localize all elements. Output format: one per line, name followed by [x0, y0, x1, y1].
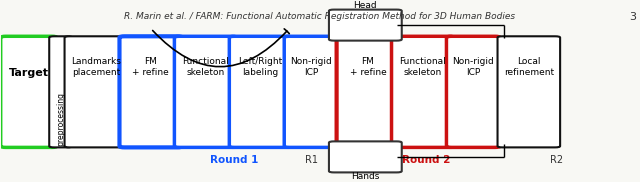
Text: Functional
skeleton: Functional skeleton	[182, 57, 229, 77]
FancyBboxPatch shape	[49, 36, 72, 147]
Text: Non-rigid
ICP: Non-rigid ICP	[290, 57, 332, 77]
Text: Target: Target	[9, 68, 49, 78]
Text: Round 2: Round 2	[402, 155, 450, 165]
Text: Hands: Hands	[351, 172, 380, 181]
FancyBboxPatch shape	[329, 141, 402, 172]
FancyBboxPatch shape	[497, 36, 560, 147]
Text: FM
+ refine: FM + refine	[132, 57, 169, 77]
FancyBboxPatch shape	[1, 36, 57, 147]
Text: Non-rigid
ICP: Non-rigid ICP	[452, 57, 494, 77]
Text: Head: Head	[353, 1, 377, 10]
Text: preprocessing: preprocessing	[56, 92, 65, 146]
Text: R. Marin et al. / FARM: Functional Automatic Registration Method for 3D Human Bo: R. Marin et al. / FARM: Functional Autom…	[124, 12, 516, 21]
Text: R2: R2	[550, 155, 563, 165]
Text: Left/Right
labeling: Left/Right labeling	[239, 57, 283, 77]
FancyBboxPatch shape	[174, 36, 237, 147]
FancyBboxPatch shape	[284, 36, 338, 147]
Text: 3: 3	[629, 12, 636, 22]
FancyBboxPatch shape	[229, 36, 292, 147]
FancyBboxPatch shape	[392, 36, 454, 147]
Text: Functional
skeleton: Functional skeleton	[399, 57, 446, 77]
FancyBboxPatch shape	[120, 36, 182, 147]
FancyBboxPatch shape	[329, 10, 402, 41]
FancyBboxPatch shape	[337, 36, 399, 147]
Text: Round 1: Round 1	[210, 155, 259, 165]
FancyBboxPatch shape	[447, 36, 500, 147]
FancyBboxPatch shape	[65, 36, 127, 147]
Text: Landmarks
placement: Landmarks placement	[71, 57, 121, 77]
Text: Local
refinement: Local refinement	[504, 57, 554, 77]
Text: FM
+ refine: FM + refine	[349, 57, 387, 77]
Text: R1: R1	[305, 155, 317, 165]
